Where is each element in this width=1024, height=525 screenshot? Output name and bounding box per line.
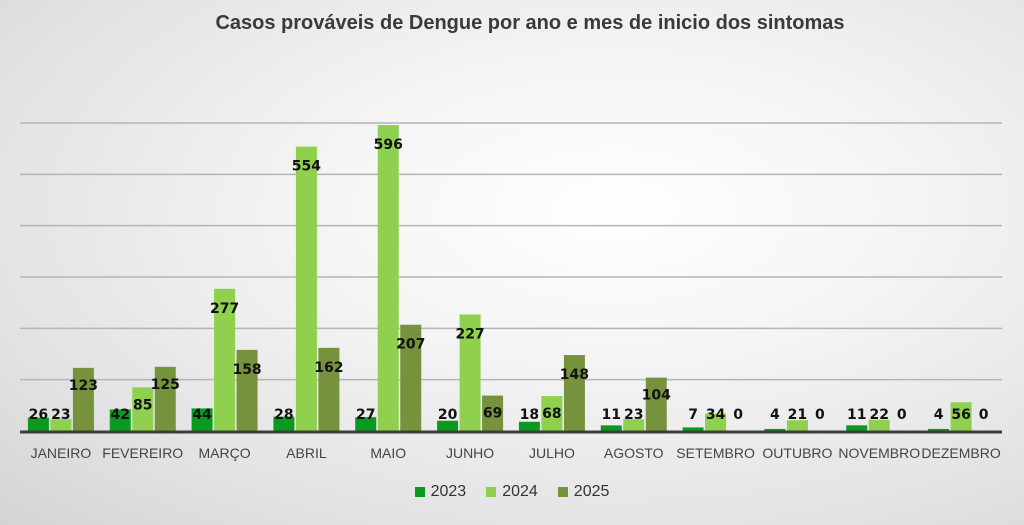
- data-label-2023-março: 44: [192, 407, 212, 423]
- bar-2024-agosto: [623, 419, 645, 431]
- chart-title: Casos prováveis de Dengue por ano e mes …: [215, 12, 845, 34]
- bar-2024-abril: [295, 146, 317, 431]
- data-labels: 26 23123428512544277158285541622759620720…: [29, 137, 989, 423]
- data-label-2025-maio: 207: [396, 337, 425, 353]
- bar-2023-outubro: [764, 428, 786, 431]
- gridlines: [20, 122, 1002, 381]
- data-label-2023-fevereiro: 42: [111, 407, 130, 423]
- x-tick-abril: ABRIL: [286, 445, 327, 461]
- bar-2024-fevereiro: [132, 387, 154, 431]
- data-label-2024-março: 277: [210, 301, 239, 317]
- data-label-2023-janeiro: 26: [29, 407, 48, 423]
- data-label-2025-julho: 148: [560, 367, 589, 383]
- bar-2023-agosto: [600, 425, 622, 431]
- x-tick-janeiro: JANEIRO: [31, 445, 92, 461]
- bar-2025-abril: [318, 347, 340, 431]
- data-label-2024-julho: 68: [542, 406, 561, 422]
- data-label-2024-outubro: 21: [788, 407, 807, 423]
- bar-2023-abril: [273, 416, 295, 431]
- bar-2024-julho: [541, 396, 563, 431]
- data-label-2024-dezembro: 56: [951, 407, 970, 423]
- bar-2023-junho: [437, 420, 459, 431]
- x-tick-labels: JANEIRO FEVEREIRO MARÇO ABRIL MAIO JUNHO JULHO…: [31, 445, 1001, 461]
- bar-2025-janeiro: [72, 367, 94, 431]
- x-tick-novembro: NOVEMBRO: [838, 445, 920, 461]
- data-label-2025-outubro: 0: [815, 407, 825, 423]
- data-label-2025-junho: 69: [483, 406, 502, 422]
- data-label-2023-agosto: 11: [602, 407, 621, 423]
- x-tick-julho: JULHO: [529, 445, 575, 461]
- data-label-2025-fevereiro: 125: [151, 377, 180, 393]
- data-label-2023-maio: 27: [356, 407, 375, 423]
- legend-swatch-2023: [414, 487, 425, 497]
- legend-item-2023: 2023: [414, 483, 467, 501]
- bar-2024-dezembro: [950, 402, 972, 431]
- data-label-2024-janeiro: 23: [51, 407, 70, 423]
- bar-2023-novembro: [846, 425, 868, 431]
- data-label-2025-dezembro: 0: [979, 407, 989, 423]
- bar-2024-março: [214, 288, 236, 431]
- bar-2024-novembro: [868, 419, 890, 431]
- legend: 2023 2024 2025: [0, 483, 1024, 501]
- data-label-2024-junho: 227: [455, 326, 484, 342]
- bar-2024-maio: [377, 125, 399, 431]
- x-tick-maio: MAIO: [370, 445, 406, 461]
- data-label-2023-novembro: 11: [847, 407, 866, 423]
- bar-2025-março: [236, 349, 258, 431]
- x-tick-outubro: OUTUBRO: [762, 445, 832, 461]
- data-label-2025-agosto: 104: [642, 388, 671, 404]
- x-tick-março: MARÇO: [199, 445, 251, 461]
- x-tick-dezembro: DEZEMBRO: [921, 445, 1000, 461]
- bar-2025-junho: [482, 395, 504, 431]
- x-tick-fevereiro: FEVEREIRO: [102, 445, 183, 461]
- data-label-2024-maio: 596: [374, 137, 403, 153]
- data-label-2023-abril: 28: [274, 407, 293, 423]
- legend-label-2023: 2023: [430, 483, 467, 500]
- bar-2023-julho: [518, 421, 540, 431]
- bar-2025-agosto: [645, 377, 667, 431]
- legend-item-2025: 2025: [557, 483, 610, 501]
- bar-2023-dezembro: [928, 428, 950, 431]
- data-label-2023-setembro: 7: [688, 407, 698, 423]
- legend-label-2025: 2025: [573, 483, 610, 500]
- data-label-2024-fevereiro: 85: [133, 397, 152, 413]
- bar-2023-fevereiro: [109, 409, 131, 431]
- x-tick-junho: JUNHO: [446, 445, 494, 461]
- legend-swatch-2025: [557, 487, 568, 497]
- data-label-2024-setembro: 34: [706, 407, 726, 423]
- data-label-2024-abril: 554: [292, 159, 321, 175]
- data-label-2025-abril: 162: [314, 360, 343, 376]
- bar-2024-janeiro: [50, 419, 72, 431]
- bar-2025-julho: [563, 355, 585, 431]
- legend-item-2024: 2024: [486, 483, 538, 501]
- data-label-2024-novembro: 22: [870, 407, 889, 423]
- bar-2023-março: [191, 408, 213, 431]
- legend-label-2024: 2024: [502, 483, 538, 500]
- bar-2023-janeiro: [27, 417, 49, 431]
- x-tick-setembro: SETEMBRO: [676, 445, 755, 461]
- bar-2023-maio: [355, 417, 377, 431]
- x-tick-agosto: AGOSTO: [604, 445, 664, 461]
- data-label-2025-janeiro: 123: [69, 378, 98, 394]
- bar-2024-junho: [459, 314, 481, 431]
- data-label-2025-março: 158: [232, 362, 261, 378]
- bar-2024-outubro: [786, 420, 808, 431]
- data-label-2025-novembro: 0: [897, 407, 907, 423]
- data-label-2023-julho: 18: [520, 407, 539, 423]
- legend-swatch-2024: [486, 487, 497, 497]
- bar-2023-setembro: [682, 427, 704, 431]
- data-label-2023-junho: 20: [438, 407, 458, 423]
- bar-2024-setembro: [705, 413, 727, 431]
- bar-2025-maio: [400, 324, 422, 431]
- bars: [27, 125, 972, 431]
- data-label-2023-outubro: 4: [770, 407, 780, 423]
- data-label-2025-setembro: 0: [733, 407, 743, 423]
- data-label-2023-dezembro: 4: [934, 407, 944, 423]
- bar-2025-fevereiro: [154, 366, 176, 431]
- data-label-2024-agosto: 23: [624, 407, 643, 423]
